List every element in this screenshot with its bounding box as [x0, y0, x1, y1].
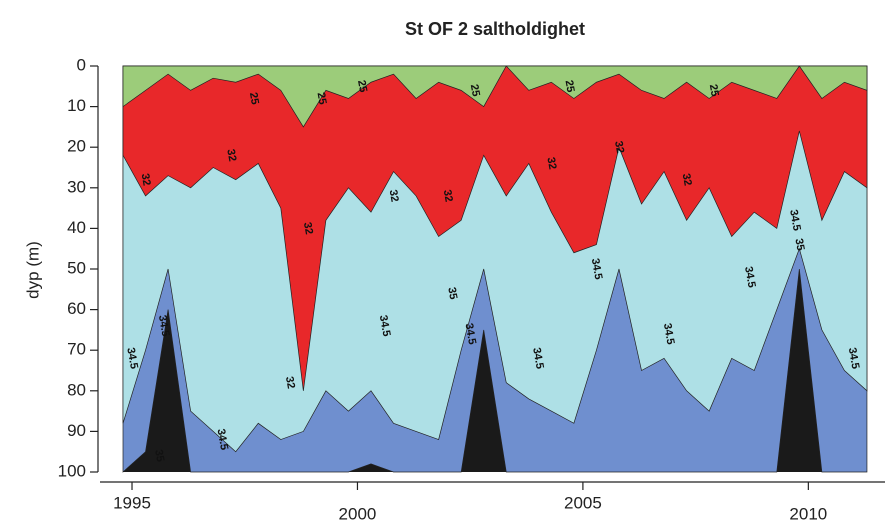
chart-title: St OF 2 saltholdighet [405, 19, 585, 39]
contour-label: 35 [792, 238, 806, 252]
contour-label: 25 [707, 83, 721, 97]
y-tick-label: 20 [67, 137, 86, 156]
contour-label: 25 [468, 83, 482, 97]
y-tick-label: 30 [67, 177, 86, 196]
contour-label: 34.5 [589, 257, 605, 280]
contour-label: 25 [355, 79, 369, 93]
contour-label: 25 [247, 91, 261, 105]
contour-band [122, 65, 868, 128]
contour-label: 34.5 [156, 314, 172, 337]
y-tick-label: 0 [77, 55, 86, 74]
contour-label: 34.5 [846, 347, 862, 370]
contour-label: 32 [544, 156, 558, 170]
contour-label: 34.5 [742, 266, 758, 289]
contour-label: 34.5 [463, 322, 479, 345]
contour-label: 25 [315, 91, 329, 105]
contour-label: 35 [152, 449, 166, 463]
contour-band [122, 65, 868, 391]
y-tick-label: 10 [67, 96, 86, 115]
x-tick-label: 2010 [789, 504, 827, 523]
contour-label: 34.5 [215, 428, 231, 451]
y-tick-label: 60 [67, 299, 86, 318]
y-tick-label: 70 [67, 340, 86, 359]
contour-label: 25 [562, 79, 576, 93]
contour-label: 35 [445, 286, 459, 300]
contour-label: 34.5 [530, 347, 546, 370]
contour-label: 32 [224, 148, 238, 162]
contour-label: 32 [387, 189, 401, 203]
y-tick-label: 50 [67, 258, 86, 277]
contour-label: 32 [301, 221, 315, 235]
y-tick-label: 40 [67, 218, 86, 237]
contour-label: 32 [139, 173, 153, 187]
contour-label: 34.5 [124, 347, 140, 370]
contour-label: 34.5 [661, 322, 677, 345]
x-tick-label: 2000 [339, 504, 377, 523]
y-tick-label: 90 [67, 421, 86, 440]
contour-label: 32 [612, 140, 626, 154]
contour-label: 32 [680, 173, 694, 187]
x-tick-label: 2005 [564, 493, 602, 512]
contour-label: 34.5 [787, 209, 803, 232]
contour-label: 32 [441, 189, 455, 203]
y-axis-label: dyp (m) [23, 241, 42, 299]
contour-label: 32 [283, 376, 297, 390]
y-tick-label: 80 [67, 380, 86, 399]
y-tick-label: 100 [58, 461, 86, 480]
x-tick-label: 1995 [113, 493, 151, 512]
contour-label: 34.5 [377, 314, 393, 337]
